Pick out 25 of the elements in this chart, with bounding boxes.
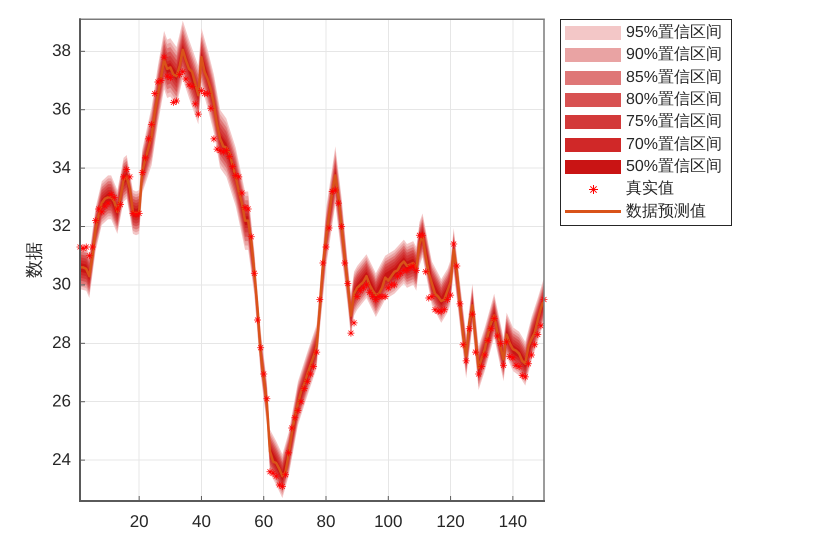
x-tick-label: 20 [130,512,149,531]
y-tick-label: 32 [52,216,71,236]
y-tick-label: 28 [52,333,71,352]
x-tick-label: 120 [436,512,465,531]
x-tick-label: 140 [498,512,528,531]
legend-label: 真实值 [626,180,674,198]
legend-label: 95%置信区间 [626,24,722,42]
x-tick-label: 60 [254,512,274,531]
legend-label: 85%置信区间 [626,68,722,87]
y-tick-label: 36 [52,99,71,118]
y-tick-label: 26 [52,391,71,410]
legend-label: 90%置信区间 [626,46,722,64]
legend-label: 80%置信区间 [626,91,722,110]
y-tick-label: 30 [52,274,71,294]
x-tick-label: 80 [316,512,336,531]
legend-label: 50%置信区间 [626,158,722,176]
y-tick-label: 38 [52,41,71,60]
x-tick-label: 100 [374,512,402,531]
legend-label: 70%置信区间 [626,136,722,154]
y-tick-label: 34 [52,158,71,177]
legend-label: 75%置信区间 [626,113,722,132]
y-axis-title: 数据 [24,242,44,278]
legend-label: 数据预测值 [626,202,706,221]
y-tick-label: 24 [52,450,71,469]
x-tick-label: 40 [192,512,211,531]
